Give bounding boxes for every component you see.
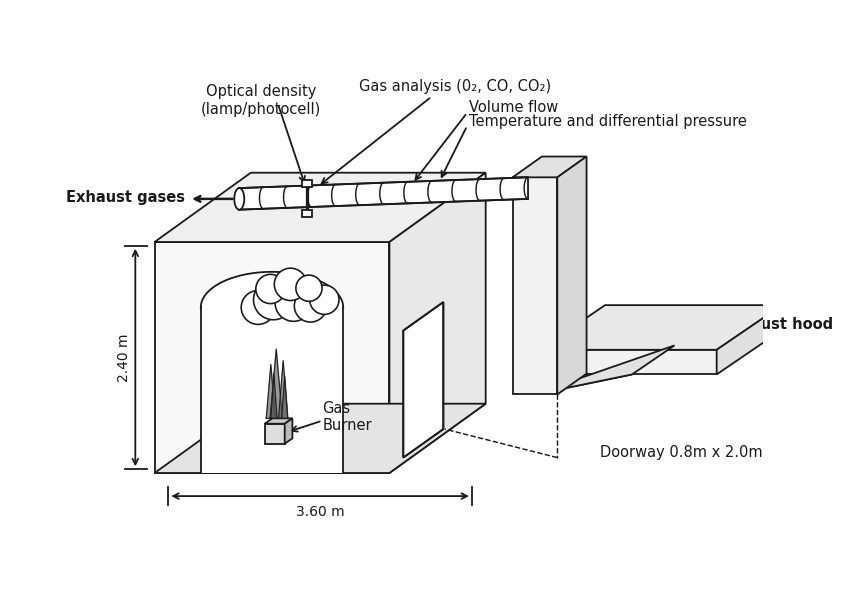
Polygon shape <box>540 305 782 350</box>
Bar <box>201 307 343 473</box>
Circle shape <box>253 280 293 320</box>
Text: Gas analysis (0₂, CO, CO₂): Gas analysis (0₂, CO, CO₂) <box>359 79 551 94</box>
Text: Gas
Burner: Gas Burner <box>322 401 372 433</box>
Circle shape <box>294 290 326 322</box>
Polygon shape <box>513 177 558 394</box>
Polygon shape <box>279 361 288 418</box>
Polygon shape <box>403 302 444 457</box>
Ellipse shape <box>201 272 343 343</box>
Polygon shape <box>558 157 586 394</box>
Ellipse shape <box>235 188 244 210</box>
Polygon shape <box>270 349 282 418</box>
Polygon shape <box>240 177 528 210</box>
Circle shape <box>256 274 285 304</box>
Bar <box>302 211 313 217</box>
Circle shape <box>309 285 339 315</box>
Bar <box>302 180 313 188</box>
Text: Optical density
(lamp/photocell): Optical density (lamp/photocell) <box>201 84 321 117</box>
Polygon shape <box>717 305 782 374</box>
Polygon shape <box>540 350 717 374</box>
Text: Temperature and differential pressure: Temperature and differential pressure <box>468 114 746 129</box>
Text: Exhaust gases: Exhaust gases <box>66 190 185 205</box>
Text: 3.60 m: 3.60 m <box>296 505 344 519</box>
Polygon shape <box>389 172 485 473</box>
Text: Exhaust hood: Exhaust hood <box>721 317 833 332</box>
Polygon shape <box>281 376 288 418</box>
Polygon shape <box>266 364 275 418</box>
Polygon shape <box>155 404 485 473</box>
Circle shape <box>241 290 275 324</box>
Text: Doorway 0.8m x 2.0m: Doorway 0.8m x 2.0m <box>599 445 762 460</box>
Text: Volume flow: Volume flow <box>468 100 558 116</box>
Polygon shape <box>553 345 675 391</box>
Text: 2.40 m: 2.40 m <box>117 333 132 382</box>
Polygon shape <box>155 242 389 473</box>
Polygon shape <box>271 374 277 418</box>
Circle shape <box>275 284 312 321</box>
Polygon shape <box>517 374 632 391</box>
Polygon shape <box>285 418 292 443</box>
Circle shape <box>296 275 322 301</box>
Polygon shape <box>264 418 292 423</box>
Polygon shape <box>264 424 285 443</box>
Polygon shape <box>155 172 485 242</box>
Polygon shape <box>513 157 586 177</box>
Circle shape <box>275 268 307 301</box>
